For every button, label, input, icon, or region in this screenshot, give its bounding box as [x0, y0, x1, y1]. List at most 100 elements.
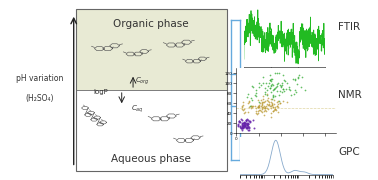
Point [280, 88, 286, 91]
Point [246, 106, 252, 109]
Text: NMR: NMR [338, 89, 362, 100]
Point [273, 86, 279, 89]
Point [242, 124, 248, 127]
Point [240, 127, 246, 129]
Point [240, 100, 246, 103]
Point [239, 128, 245, 131]
Point [240, 125, 246, 127]
Point [244, 122, 250, 125]
Point [298, 85, 304, 88]
Point [272, 108, 278, 111]
Point [242, 110, 248, 113]
Bar [76, 9, 227, 90]
Point [263, 82, 270, 85]
Point [294, 83, 300, 86]
Point [270, 78, 276, 81]
Point [275, 100, 281, 102]
Point [269, 103, 275, 106]
Point [277, 90, 283, 93]
Point [276, 72, 282, 75]
Point [268, 115, 274, 118]
Point [276, 99, 282, 102]
Point [243, 120, 249, 123]
Point [246, 126, 253, 129]
Point [247, 105, 253, 108]
Bar [76, 90, 227, 171]
Point [243, 122, 249, 125]
Point [271, 87, 277, 90]
Point [259, 106, 265, 109]
Point [240, 108, 246, 111]
Point [274, 72, 280, 75]
Point [256, 86, 262, 89]
Point [272, 86, 278, 89]
Point [291, 93, 297, 95]
Point [256, 106, 262, 109]
Point [277, 84, 284, 87]
Point [269, 83, 275, 86]
Point [268, 85, 274, 87]
Point [266, 103, 272, 105]
Point [260, 101, 266, 103]
Point [284, 88, 290, 91]
Point [275, 103, 281, 105]
Point [239, 107, 245, 110]
Point [245, 125, 251, 128]
Point [247, 120, 253, 123]
Point [243, 126, 249, 129]
Point [264, 92, 270, 95]
Text: (H₂SO₄): (H₂SO₄) [25, 94, 54, 103]
Point [269, 103, 275, 106]
Point [244, 124, 250, 127]
Point [240, 122, 246, 125]
Point [261, 101, 267, 103]
Point [273, 109, 279, 111]
Point [243, 126, 249, 129]
Point [241, 121, 247, 123]
Point [249, 105, 256, 108]
Point [239, 121, 245, 124]
Point [274, 83, 280, 86]
Point [238, 118, 244, 121]
Point [235, 122, 242, 125]
Point [271, 98, 277, 101]
Point [295, 76, 301, 79]
Point [256, 105, 262, 108]
Point [259, 102, 265, 105]
Point [266, 101, 273, 104]
Point [268, 83, 274, 86]
Point [263, 110, 269, 113]
Text: $C_{org}$: $C_{org}$ [135, 75, 150, 87]
Point [295, 75, 301, 78]
Point [253, 110, 259, 112]
Point [245, 122, 251, 125]
Point [266, 103, 273, 106]
Text: logP: logP [93, 89, 108, 95]
Point [249, 105, 255, 107]
Point [265, 96, 271, 99]
Point [258, 83, 264, 86]
Point [264, 88, 270, 91]
Point [248, 105, 254, 108]
Point [240, 127, 246, 130]
Point [254, 105, 260, 108]
Point [284, 82, 290, 84]
Point [261, 110, 267, 113]
Point [240, 125, 246, 128]
Point [277, 102, 283, 105]
Text: $C_{aq}$: $C_{aq}$ [131, 104, 144, 115]
Point [284, 101, 290, 104]
Point [245, 92, 251, 95]
Point [241, 124, 247, 127]
Point [245, 122, 251, 124]
Point [238, 127, 244, 130]
Point [240, 104, 246, 107]
Point [239, 105, 245, 108]
Point [257, 102, 263, 105]
Point [266, 74, 273, 77]
Text: FTIR: FTIR [338, 22, 361, 32]
Point [252, 105, 258, 108]
Point [274, 100, 280, 103]
Point [270, 105, 276, 108]
Point [286, 85, 292, 88]
